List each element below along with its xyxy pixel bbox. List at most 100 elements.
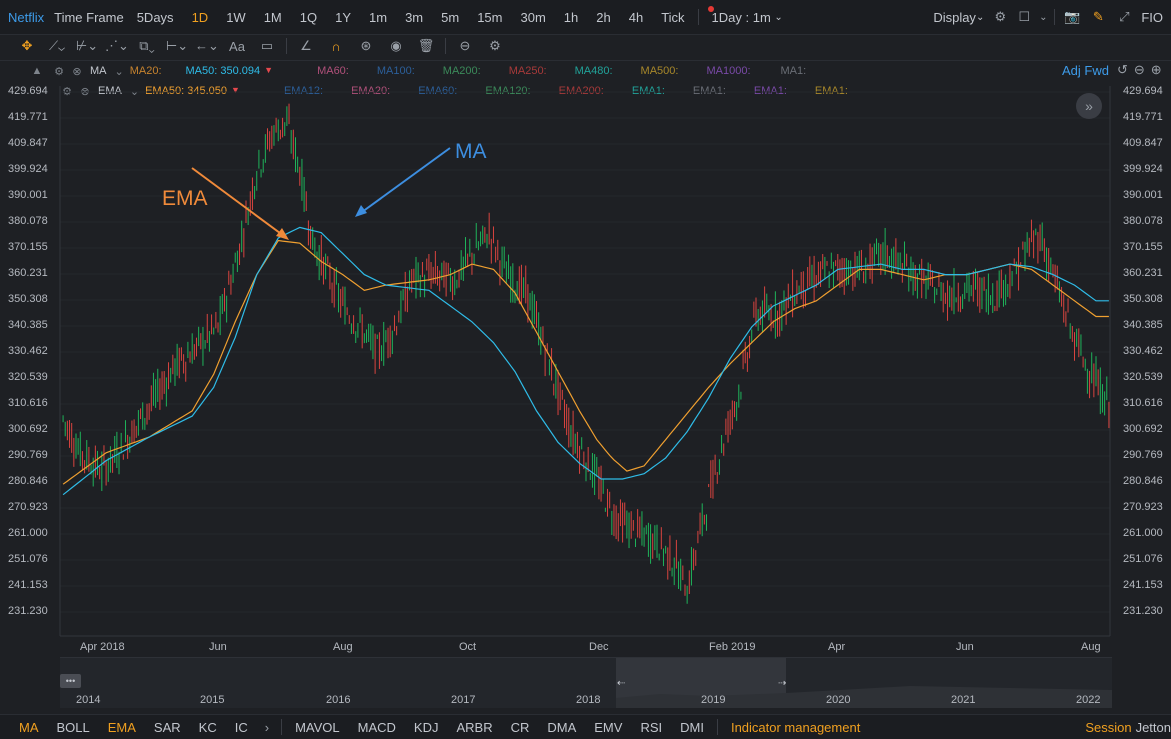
scroll-forward-button[interactable]: » — [1076, 93, 1102, 119]
chevron-right-icon[interactable]: › — [264, 719, 270, 735]
chevron-down-icon[interactable]: ⌄ — [1039, 11, 1048, 23]
measure-icon[interactable]: ⊢⌄ — [165, 38, 189, 53]
timeframe-1m[interactable]: 1M — [263, 9, 282, 25]
polyline-icon[interactable]: ⋰⌄ — [105, 38, 129, 53]
crosshair-move-icon[interactable]: ✥ — [21, 38, 33, 53]
ma-entry[interactable]: MA200: — [442, 65, 481, 77]
link-icon[interactable]: ⊖ — [459, 38, 471, 53]
fullscreen-icon[interactable]: ⤢ — [1119, 9, 1130, 24]
pencil-icon[interactable]: ✎ — [1092, 9, 1104, 24]
adj-fwd-control[interactable]: Adj Fwd ↺ ⊖ ⊕ — [1062, 62, 1162, 78]
ema-entry[interactable]: EMA20: — [351, 85, 391, 97]
timeframe-30m[interactable]: 30m — [520, 9, 546, 25]
close-icon[interactable]: ⊗ — [80, 85, 90, 98]
pattern-icon[interactable]: ⧉⌄ — [139, 38, 155, 53]
sub-indicator-rsi[interactable]: RSI — [640, 719, 663, 735]
sub-indicator-dma[interactable]: DMA — [547, 719, 577, 735]
layout-square-icon[interactable]: ☐ — [1018, 9, 1031, 24]
ma-entry[interactable]: MA1: — [780, 65, 807, 77]
interval-select[interactable]: 1Day : 1m ⌄ — [711, 9, 783, 25]
ma-entry[interactable]: MA480: — [574, 65, 613, 77]
sub-indicator-arbr[interactable]: ARBR — [456, 719, 493, 735]
navigator-right-handle-icon[interactable]: ⇢ — [778, 678, 786, 689]
timeframe-5m[interactable]: 5m — [441, 9, 460, 25]
sub-indicator-macd[interactable]: MACD — [357, 719, 396, 735]
timeframe-1m[interactable]: 1m — [369, 9, 388, 25]
dropdown-triangle-icon[interactable]: ▼ — [231, 85, 240, 95]
sub-indicator-kdj[interactable]: KDJ — [413, 719, 439, 735]
eye-icon[interactable]: ◉ — [390, 38, 402, 53]
arrow-left-icon[interactable]: ←⌄ — [195, 38, 219, 53]
display-menu[interactable]: Display ⌄ — [933, 9, 985, 25]
indicator-ema[interactable]: EMA — [107, 719, 136, 735]
navigator-left-handle-icon[interactable]: ⇠ — [617, 678, 625, 689]
fio-button[interactable]: FIO — [1141, 9, 1163, 25]
jetton-button[interactable]: Jetton — [1135, 719, 1171, 735]
ema-entry[interactable]: EMA120: — [485, 85, 531, 97]
sub-indicator-mavol[interactable]: MAVOL — [295, 719, 340, 735]
ma-entry[interactable]: MA50: 350.094 — [185, 65, 261, 77]
indicator-kc[interactable]: KC — [198, 719, 217, 735]
plus-circle-icon[interactable]: ⊕ — [1150, 62, 1162, 77]
settings-gear-icon[interactable]: ⚙ — [489, 38, 501, 53]
timeframe-1w[interactable]: 1W — [226, 9, 246, 25]
comment-icon[interactable]: ▭ — [260, 38, 274, 53]
ema-entry[interactable]: EMA1: — [753, 85, 787, 97]
ema-entry[interactable]: EMA1: — [814, 85, 848, 97]
timeframe-4h[interactable]: 4h — [628, 9, 644, 25]
settings-gear-icon[interactable]: ⚙ — [994, 9, 1007, 24]
settings-gear-icon[interactable]: ⚙ — [62, 85, 72, 98]
sub-indicator-cr[interactable]: CR — [510, 719, 530, 735]
symbol-name[interactable]: Netflix — [8, 9, 45, 25]
angle-icon[interactable]: ∠ — [300, 38, 312, 53]
timeframe-3m[interactable]: 3m — [405, 9, 424, 25]
trend-line-icon[interactable]: ⟋⌄ — [48, 38, 66, 53]
timeframe-tick[interactable]: Tick — [661, 9, 685, 25]
collapse-triangle-icon[interactable]: ▲ — [31, 65, 43, 77]
lock-link-icon[interactable]: ⊛ — [360, 38, 372, 53]
indicator-boll[interactable]: BOLL — [56, 719, 90, 735]
timeframe-15m[interactable]: 15m — [477, 9, 503, 25]
indicator-management-button[interactable]: Indicator management — [730, 719, 861, 735]
settings-gear-icon[interactable]: ⚙ — [54, 65, 64, 78]
ma-entry[interactable]: MA500: — [640, 65, 679, 77]
sub-indicator-emv[interactable]: EMV — [594, 719, 623, 735]
indicator-sar[interactable]: SAR — [153, 719, 181, 735]
close-icon[interactable]: ⊗ — [72, 65, 82, 78]
ema-entry[interactable]: EMA1: — [631, 85, 665, 97]
ma-entry[interactable]: MA1000: — [706, 65, 751, 77]
ema-entry[interactable]: EMA60: — [418, 85, 458, 97]
timeframe-1h[interactable]: 1h — [563, 9, 579, 25]
undo-icon[interactable]: ↺ — [1116, 62, 1128, 77]
ema-entry[interactable]: EMA50: 345.050 — [145, 85, 228, 97]
ema-entry[interactable]: EMA1: — [692, 85, 726, 97]
timeframe-5days[interactable]: 5Days — [136, 9, 174, 25]
indicator-ic[interactable]: IC — [234, 719, 248, 735]
session-button[interactable]: Session — [1085, 719, 1132, 735]
timeframe-1y[interactable]: 1Y — [335, 9, 351, 25]
trash-icon[interactable]: 🗑 — [417, 38, 435, 53]
adj-fwd-label[interactable]: Adj Fwd — [1062, 62, 1109, 78]
chevron-down-icon[interactable]: ⌄ — [114, 65, 124, 78]
ema-entry[interactable]: EMA200: — [558, 85, 604, 97]
ma-entry[interactable]: MA250: — [508, 65, 547, 77]
chevron-down-icon[interactable]: ⌄ — [129, 85, 140, 98]
minus-circle-icon[interactable]: ⊖ — [1133, 62, 1145, 77]
camera-icon[interactable]: 📷 — [1064, 9, 1081, 24]
ema-entry[interactable]: EMA12: — [283, 85, 324, 97]
ma-entry[interactable]: MA20: — [129, 65, 162, 77]
timeframe-1q[interactable]: 1Q — [299, 9, 318, 25]
text-tool-icon[interactable]: Aa — [229, 38, 245, 54]
indicator-ma[interactable]: MA — [19, 719, 39, 735]
timeframe-1d[interactable]: 1D — [191, 9, 209, 25]
ma-entry[interactable]: MA60: — [317, 65, 349, 77]
ray-tool-icon[interactable]: ⊬⌄ — [75, 38, 99, 53]
navigator-menu-button[interactable]: ••• — [60, 674, 81, 688]
time-navigator[interactable]: ⇠ ⇢ ••• 2014 2015 2016 2017 2018 2019 2020 2021… — [60, 657, 1112, 708]
timeframe-2h[interactable]: 2h — [596, 9, 611, 25]
dropdown-triangle-icon[interactable]: ▼ — [264, 65, 274, 75]
magnet-icon[interactable]: ∩ — [331, 38, 341, 54]
ma-entry[interactable]: MA100: — [376, 65, 415, 77]
sub-indicator-dmi[interactable]: DMI — [680, 719, 704, 735]
